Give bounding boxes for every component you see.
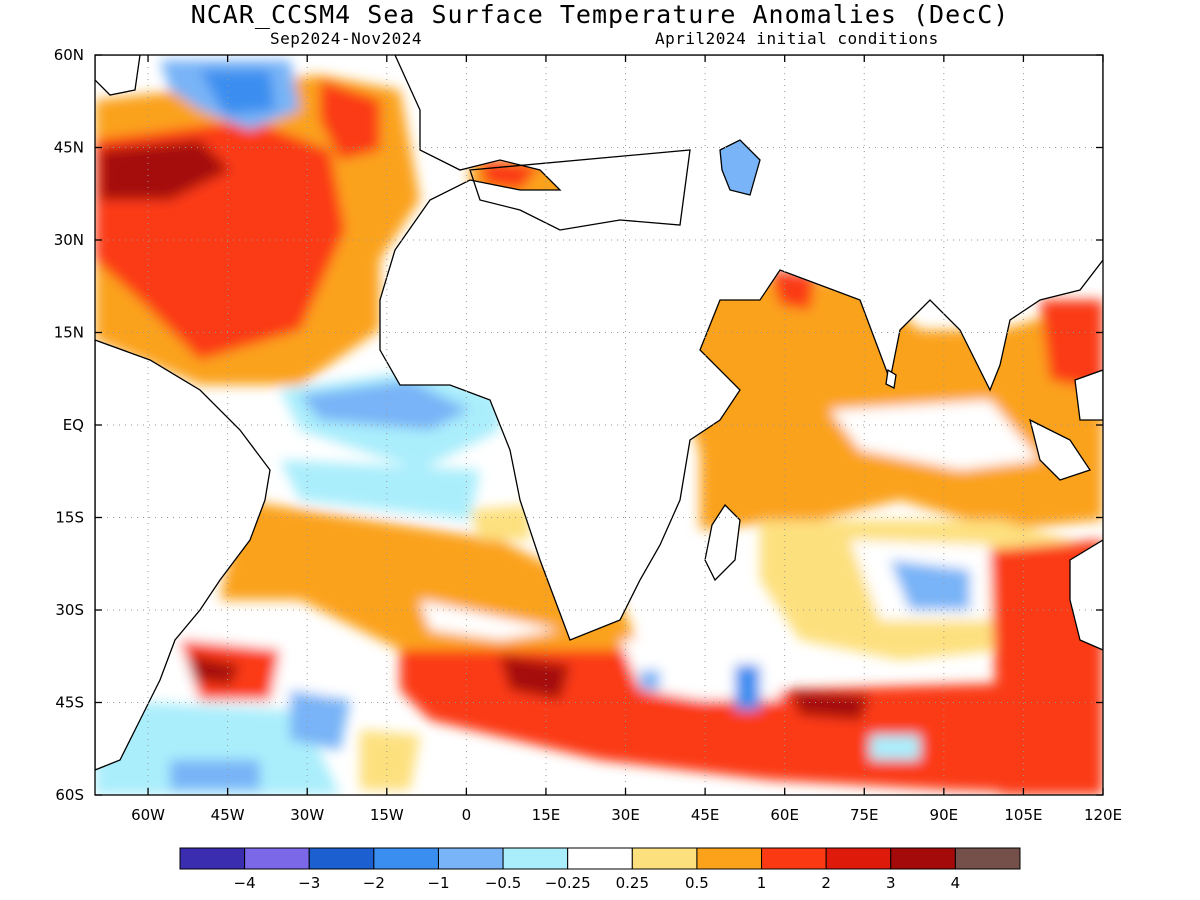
season-subtitle: Sep2024-Nov2024 (270, 29, 422, 48)
x-tick-label: 45W (211, 806, 245, 824)
x-tick-label: 30W (290, 806, 324, 824)
y-tick-label: 60N (54, 46, 84, 64)
x-tick-label: 75E (850, 806, 879, 824)
x-tick-label: 0 (462, 806, 472, 824)
coastlines (95, 55, 1103, 771)
color-swatch (954, 847, 1021, 870)
color-legend-label: 0.5 (685, 874, 709, 892)
initial-conditions-subtitle: April2024 initial conditions (655, 29, 939, 48)
color-legend-label: 2 (821, 874, 831, 892)
y-tick-label: EQ (63, 416, 84, 434)
y-tick-label: 45S (55, 694, 84, 712)
color-swatch (696, 847, 763, 870)
y-tick-label: 30N (54, 231, 84, 249)
color-legend-label: −1 (427, 874, 449, 892)
color-swatch (244, 847, 310, 870)
x-tick-label: 15W (370, 806, 404, 824)
axis-ticks (95, 54, 1104, 796)
color-swatch (890, 847, 956, 870)
color-legend-labels: −4 −3 −2 −1 −0.5 −0.25 0.25 0.5 1 2 3 4 (234, 874, 961, 892)
color-legend-label: −0.25 (545, 874, 591, 892)
color-swatch (179, 847, 246, 870)
color-swatch (373, 847, 439, 870)
color-legend-label: −3 (298, 874, 320, 892)
color-swatch (437, 847, 504, 870)
longitude-labels: 60W 45W 30W 15W 0 15E 30E 45E 60E 75E 90E 105E 120E (131, 806, 1122, 824)
y-tick-label: 15S (55, 509, 84, 527)
color-legend-label: −2 (363, 874, 385, 892)
color-swatch (631, 847, 698, 870)
color-legend-label: 1 (757, 874, 767, 892)
color-legend (179, 847, 1021, 870)
color-swatch (761, 847, 827, 870)
color-swatch (825, 847, 892, 870)
y-tick-label: 30S (55, 601, 84, 619)
color-legend-label: −0.5 (485, 874, 521, 892)
color-legend-label: 0.25 (616, 874, 649, 892)
x-tick-label: 105E (1004, 806, 1042, 824)
x-tick-label: 90E (930, 806, 959, 824)
latitude-labels: 60N 45N 30N 15N EQ 15S 30S 45S 60S (54, 46, 84, 804)
color-swatch (567, 847, 633, 870)
y-tick-label: 60S (55, 786, 84, 804)
x-tick-label: 45E (691, 806, 720, 824)
lat-lon-grid (95, 55, 1103, 795)
x-tick-label: 30E (611, 806, 640, 824)
color-legend-label: 4 (951, 874, 961, 892)
color-legend-label: 3 (886, 874, 896, 892)
y-tick-label: 15N (54, 324, 84, 342)
x-tick-label: 15E (532, 806, 561, 824)
x-tick-label: 60E (770, 806, 799, 824)
color-swatch (502, 847, 569, 870)
color-legend-label: −4 (234, 874, 256, 892)
map-title: NCAR_CCSM4 Sea Surface Temperature Anoma… (190, 0, 1010, 29)
x-tick-label: 60W (131, 806, 165, 824)
y-tick-label: 45N (54, 139, 84, 157)
x-tick-label: 120E (1084, 806, 1122, 824)
color-swatch (308, 847, 375, 870)
